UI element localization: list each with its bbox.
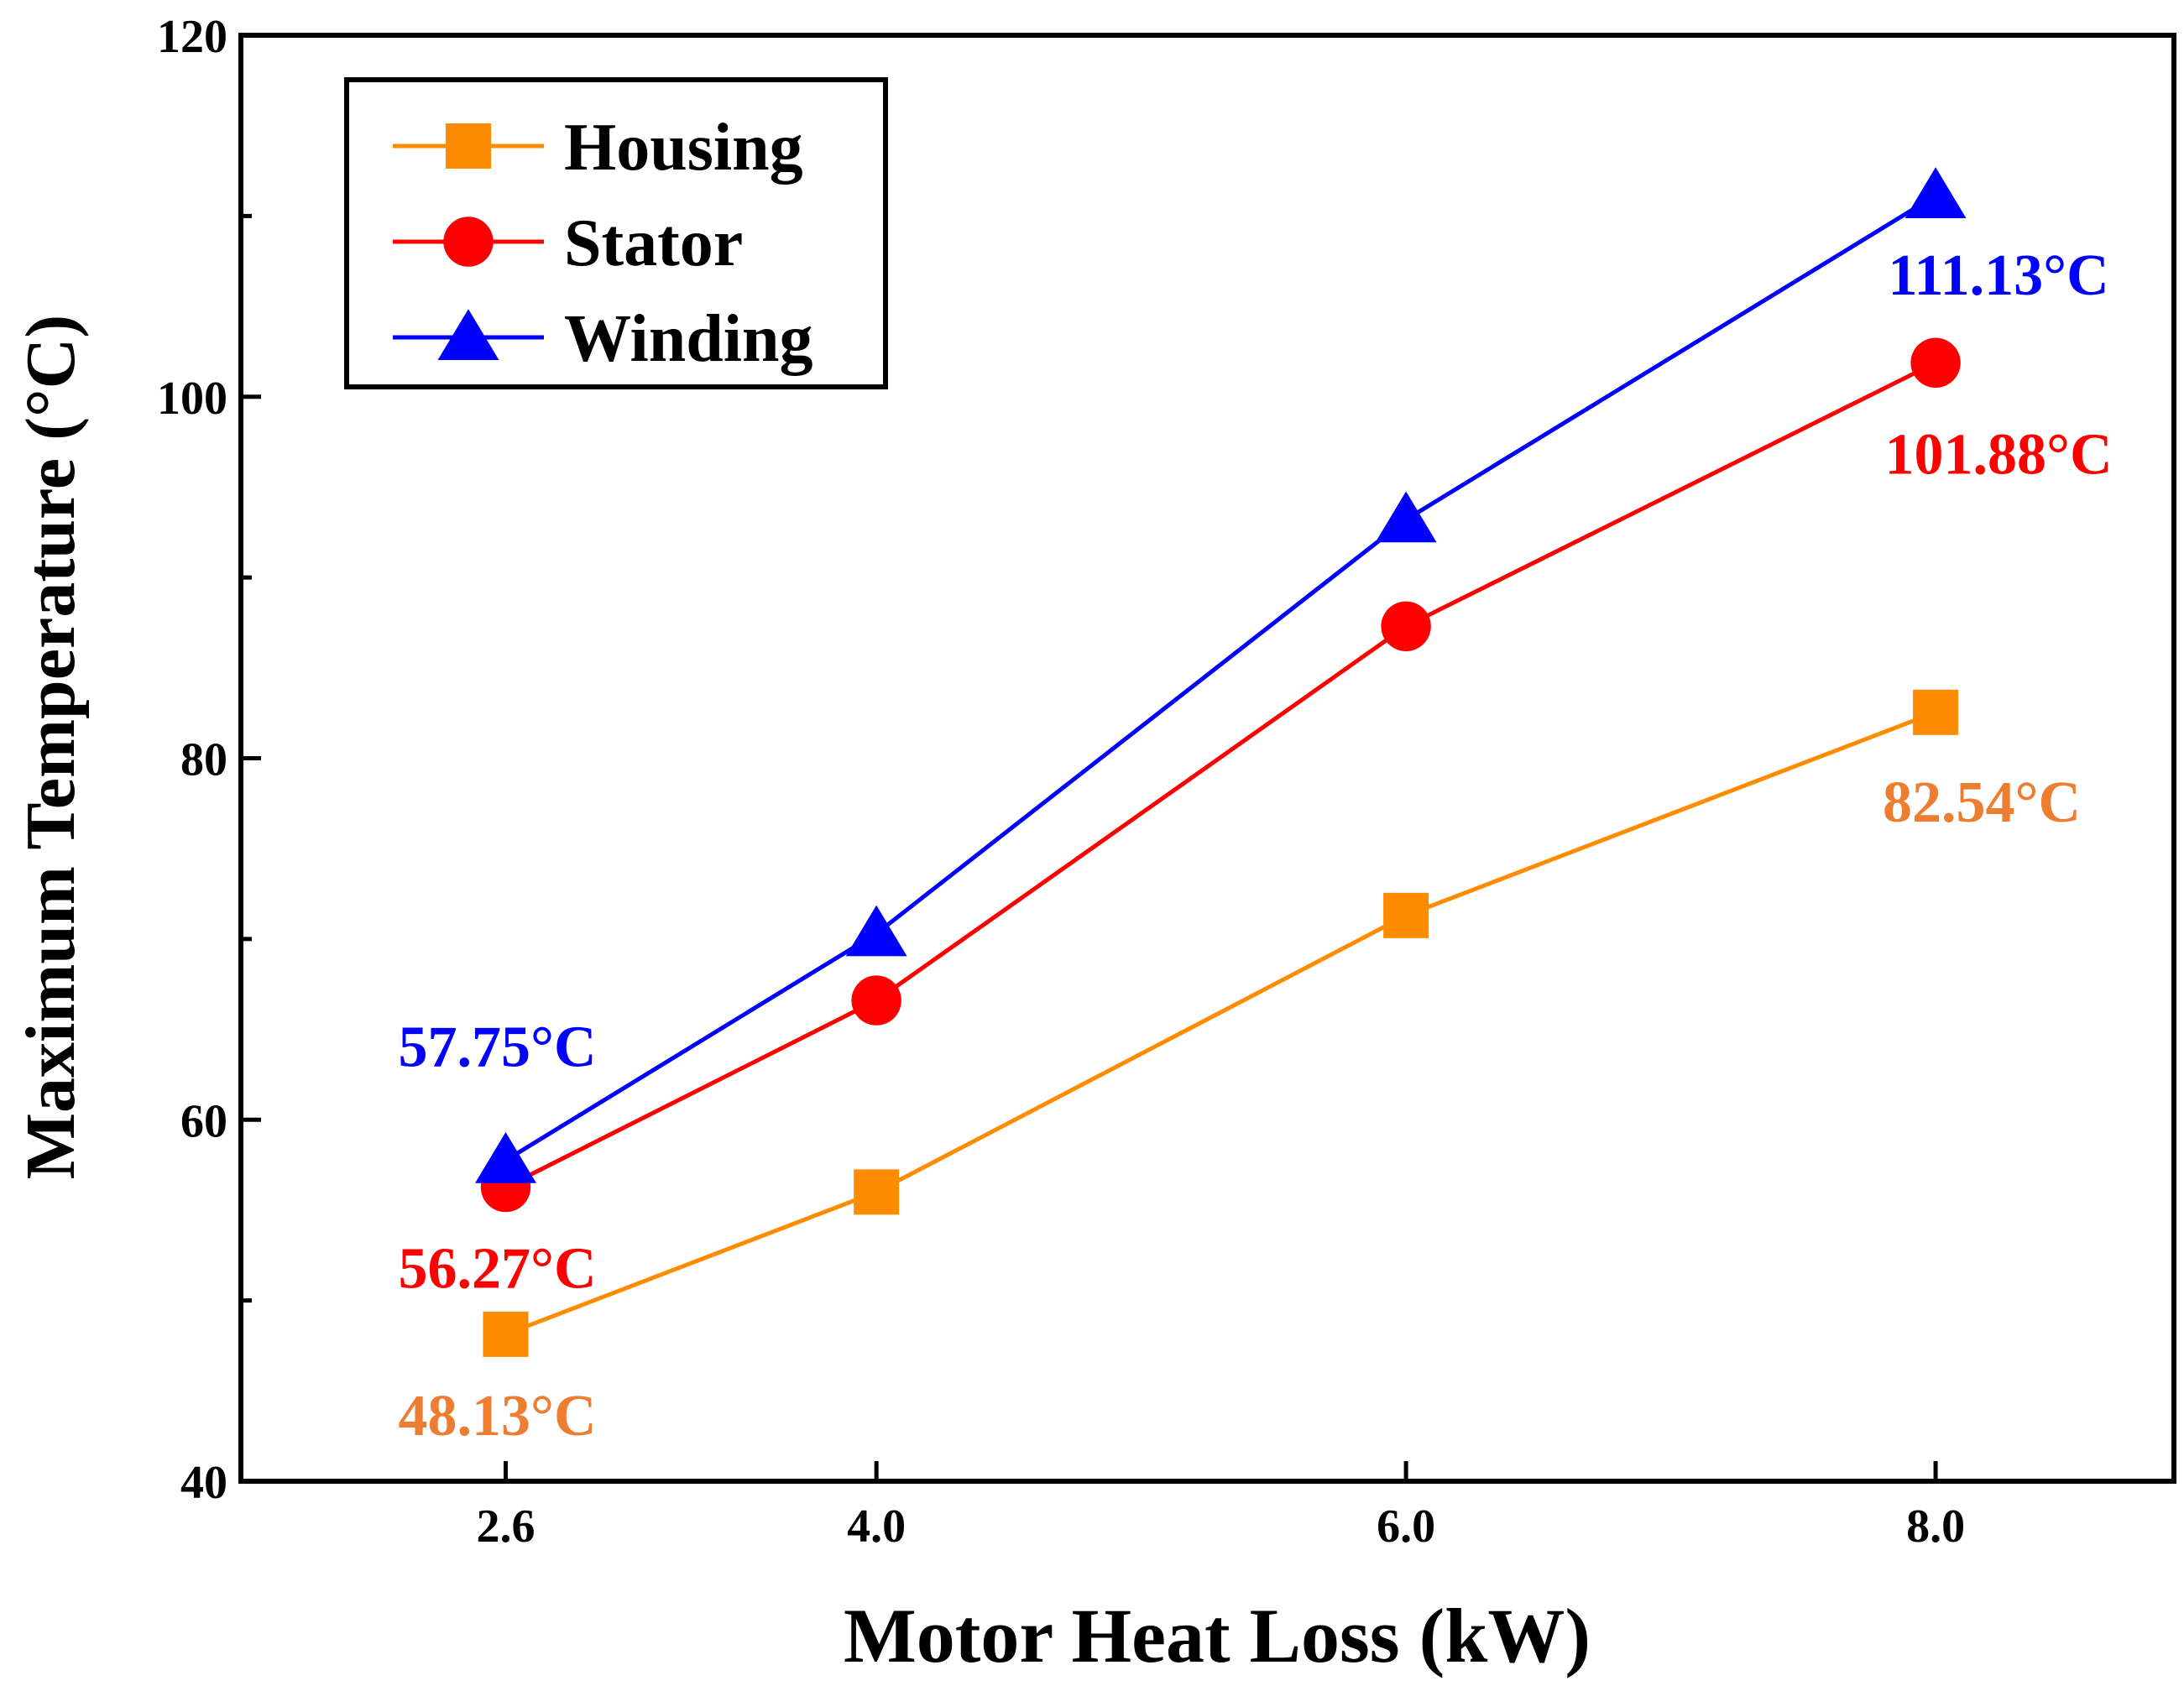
plot-series	[475, 167, 1967, 1357]
series-winding	[475, 167, 1967, 1183]
housing-point	[1913, 689, 1959, 735]
stator-point	[851, 975, 901, 1026]
stator-line	[504, 361, 1937, 1189]
y-tick-label: 40	[180, 1457, 227, 1509]
data-label: 57.75°C	[398, 1015, 596, 1080]
legend-label: Housing	[564, 111, 803, 185]
winding-point	[845, 905, 907, 957]
y-tick-label: 120	[157, 11, 227, 63]
legend-label: Winding	[564, 302, 812, 376]
data-label: 101.88°C	[1885, 422, 2113, 487]
x-tick-label: 8.0	[1906, 1501, 1965, 1553]
legend-marker	[446, 123, 491, 169]
x-tick-label: 2.6	[476, 1501, 535, 1553]
winding-point	[1375, 491, 1437, 543]
stator-point	[1381, 601, 1431, 651]
x-tick-label: 6.0	[1377, 1501, 1435, 1553]
legend: Housing Stator Winding	[344, 77, 888, 389]
x-axis-title: Motor Heat Loss (kW)	[844, 1593, 1591, 1678]
data-label: 82.54°C	[1883, 770, 2081, 835]
annotations: 57.75°C 56.27°C 48.13°C 111.13°C 101.88°C 82.…	[398, 243, 2112, 1448]
data-label: 56.27°C	[398, 1237, 596, 1302]
series-housing	[483, 689, 1959, 1357]
axes: 40 60 80 100 120 2.6 4.0 6.0 8.0	[157, 11, 1965, 1553]
winding-point	[475, 1131, 536, 1183]
housing-line	[504, 710, 1936, 1337]
housing-point	[483, 1311, 529, 1357]
data-label: 48.13°C	[398, 1384, 596, 1448]
legend-item-housing: Housing	[393, 111, 803, 185]
legend-label: Stator	[564, 206, 743, 280]
y-tick-label: 100	[157, 373, 227, 425]
data-label: 111.13°C	[1888, 243, 2108, 308]
y-axis-title: Maximum Temperature (°C)	[12, 315, 90, 1180]
x-tick-label: 4.0	[847, 1501, 906, 1553]
legend-marker	[437, 309, 499, 360]
y-tick-label: 80	[180, 734, 227, 786]
legend-marker	[443, 217, 494, 267]
y-tick-label: 60	[180, 1095, 227, 1147]
stator-point	[1910, 337, 1961, 388]
housing-point	[1383, 892, 1429, 938]
housing-point	[854, 1169, 900, 1215]
legend-item-winding: Winding	[393, 302, 812, 376]
winding-point	[1904, 167, 1967, 219]
legend-item-stator: Stator	[393, 206, 743, 280]
winding-line	[504, 193, 1937, 1162]
